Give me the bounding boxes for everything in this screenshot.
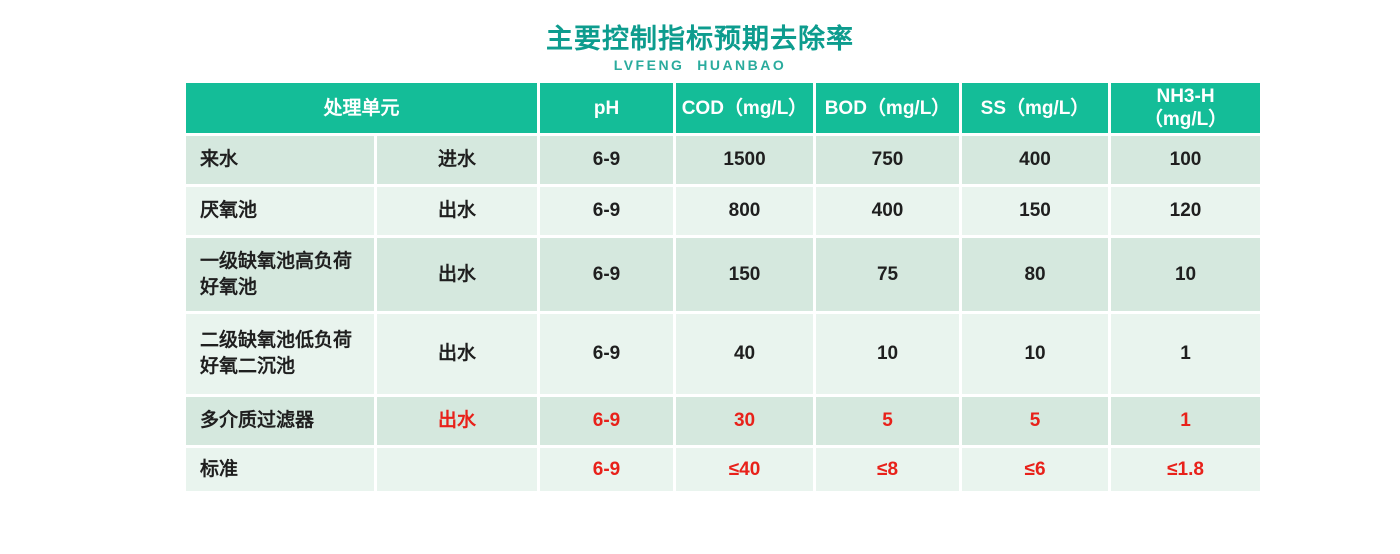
ph-cell: 6-9 [540, 136, 674, 184]
flow-cell: 出水 [377, 187, 538, 235]
cod-cell: 1500 [676, 136, 814, 184]
table-row-stage2-anoxic-clarifier: 二级缺氧池低负荷好氧二沉池 出水 6-9 40 10 10 1 [186, 314, 1261, 394]
bod-cell: 75 [816, 238, 960, 311]
ss-cell: ≤6 [962, 448, 1109, 491]
page-title: 主要控制指标预期去除率 [546, 24, 854, 54]
table-row-multimedia-filter: 多介质过滤器 出水 6-9 30 5 5 1 [186, 397, 1261, 445]
metrics-table: 处理单元 pH COD（mg/L） BOD（mg/L） SS（mg/L） NH3… [183, 80, 1263, 494]
nh3-cell: 100 [1111, 136, 1261, 184]
cod-cell: ≤40 [676, 448, 814, 491]
bod-cell: ≤8 [816, 448, 960, 491]
flow-cell: 出水 [377, 397, 538, 445]
nh3-cell: 1 [1111, 397, 1261, 445]
ss-cell: 400 [962, 136, 1109, 184]
cod-cell: 30 [676, 397, 814, 445]
nh3-cell: 120 [1111, 187, 1261, 235]
ss-cell: 80 [962, 238, 1109, 311]
table-row-incoming-water: 来水 进水 6-9 1500 750 400 100 [186, 136, 1261, 184]
header-cell-cod: COD（mg/L） [676, 83, 814, 133]
flow-cell: 出水 [377, 314, 538, 394]
nh3-cell: ≤1.8 [1111, 448, 1261, 491]
ph-cell: 6-9 [540, 187, 674, 235]
page-subtitle: LVFENG HUANBAO [613, 57, 787, 73]
flow-cell [377, 448, 538, 491]
unit-cell: 标准 [186, 448, 374, 491]
cod-cell: 800 [676, 187, 814, 235]
unit-cell: 厌氧池 [186, 187, 374, 235]
ph-cell: 6-9 [540, 397, 674, 445]
unit-cell: 来水 [186, 136, 374, 184]
ss-cell: 150 [962, 187, 1109, 235]
header-cell-nh3: NH3-H （mg/L） [1111, 83, 1261, 133]
cod-cell: 150 [676, 238, 814, 311]
cod-cell: 40 [676, 314, 814, 394]
ph-cell: 6-9 [540, 238, 674, 311]
header-cell-unit: 处理单元 [186, 83, 538, 133]
header-row: 处理单元 pH COD（mg/L） BOD（mg/L） SS（mg/L） NH3… [186, 83, 1261, 133]
unit-cell: 一级缺氧池高负荷好氧池 [186, 238, 374, 311]
flow-cell: 出水 [377, 238, 538, 311]
nh3-cell: 1 [1111, 314, 1261, 394]
table-row-standard: 标准 6-9 ≤40 ≤8 ≤6 ≤1.8 [186, 448, 1261, 491]
header-cell-bod: BOD（mg/L） [816, 83, 960, 133]
flow-cell: 进水 [377, 136, 538, 184]
ss-cell: 10 [962, 314, 1109, 394]
table-row-anaerobic-tank: 厌氧池 出水 6-9 800 400 150 120 [186, 187, 1261, 235]
ss-cell: 5 [962, 397, 1109, 445]
bod-cell: 750 [816, 136, 960, 184]
ph-cell: 6-9 [540, 314, 674, 394]
slide-page: 主要控制指标预期去除率 LVFENG HUANBAO 处理单元 pH COD（m… [0, 24, 1400, 554]
nh3-cell: 10 [1111, 238, 1261, 311]
header-cell-ss: SS（mg/L） [962, 83, 1109, 133]
unit-cell: 二级缺氧池低负荷好氧二沉池 [186, 314, 374, 394]
header-cell-ph: pH [540, 83, 674, 133]
bod-cell: 400 [816, 187, 960, 235]
table-row-stage1-anoxic-aerobic: 一级缺氧池高负荷好氧池 出水 6-9 150 75 80 10 [186, 238, 1261, 311]
ph-cell: 6-9 [540, 448, 674, 491]
bod-cell: 10 [816, 314, 960, 394]
unit-cell: 多介质过滤器 [186, 397, 374, 445]
bod-cell: 5 [816, 397, 960, 445]
